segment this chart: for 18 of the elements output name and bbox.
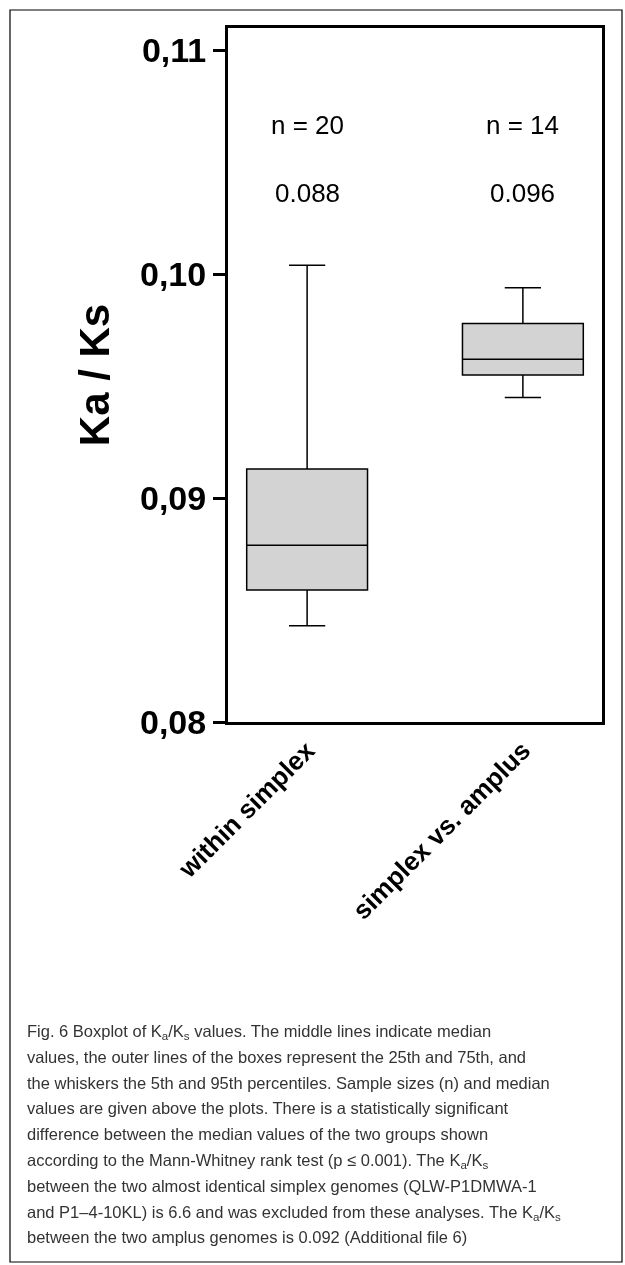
text: and P1–4-10KL) is 6.6 and was excluded from these analyses. The K$_{a}$/K$_{s}$ (27, 1203, 562, 1224)
text: between the two amplus genomes is 0.092 (Additional file 6) (27, 1228, 468, 1246)
caption: Fig. 6 Boxplot of K$_{a}$/K$_{s}$ values. The middle lines indicate median (27, 1022, 492, 1043)
y-tick-label: 0,11 (141, 31, 207, 70)
text: between the two almost identical simplex genomes (QLW-P1DMWA-1 (27, 1177, 537, 1195)
y-tick-label: 0,08 (140, 702, 207, 741)
text: values, the outer lines of the boxes represent the 25th and 75th, and (27, 1048, 527, 1066)
text: according to the Mann-Whitney rank test (p ≤ 0.001). The K$_{a}$/K$_{s}$ (27, 1151, 489, 1172)
annotation: n = 20 (271, 110, 345, 140)
annotation: 0.096 (490, 178, 556, 208)
text: the whiskers the 5th and 95th percentiles. Sample sizes (n) and median (27, 1074, 550, 1092)
y-tick-label: 0,09 (140, 479, 207, 518)
text: values are given above the plots. There is a statistically significant (27, 1099, 509, 1117)
y-tick-label: 0,10 (140, 255, 207, 294)
annotation: 0.088 (275, 178, 341, 208)
text: difference between the median values of the two groups shown (27, 1125, 489, 1143)
annotation: n = 14 (486, 110, 560, 140)
y-axis-title: Ka / Ks (70, 303, 118, 447)
